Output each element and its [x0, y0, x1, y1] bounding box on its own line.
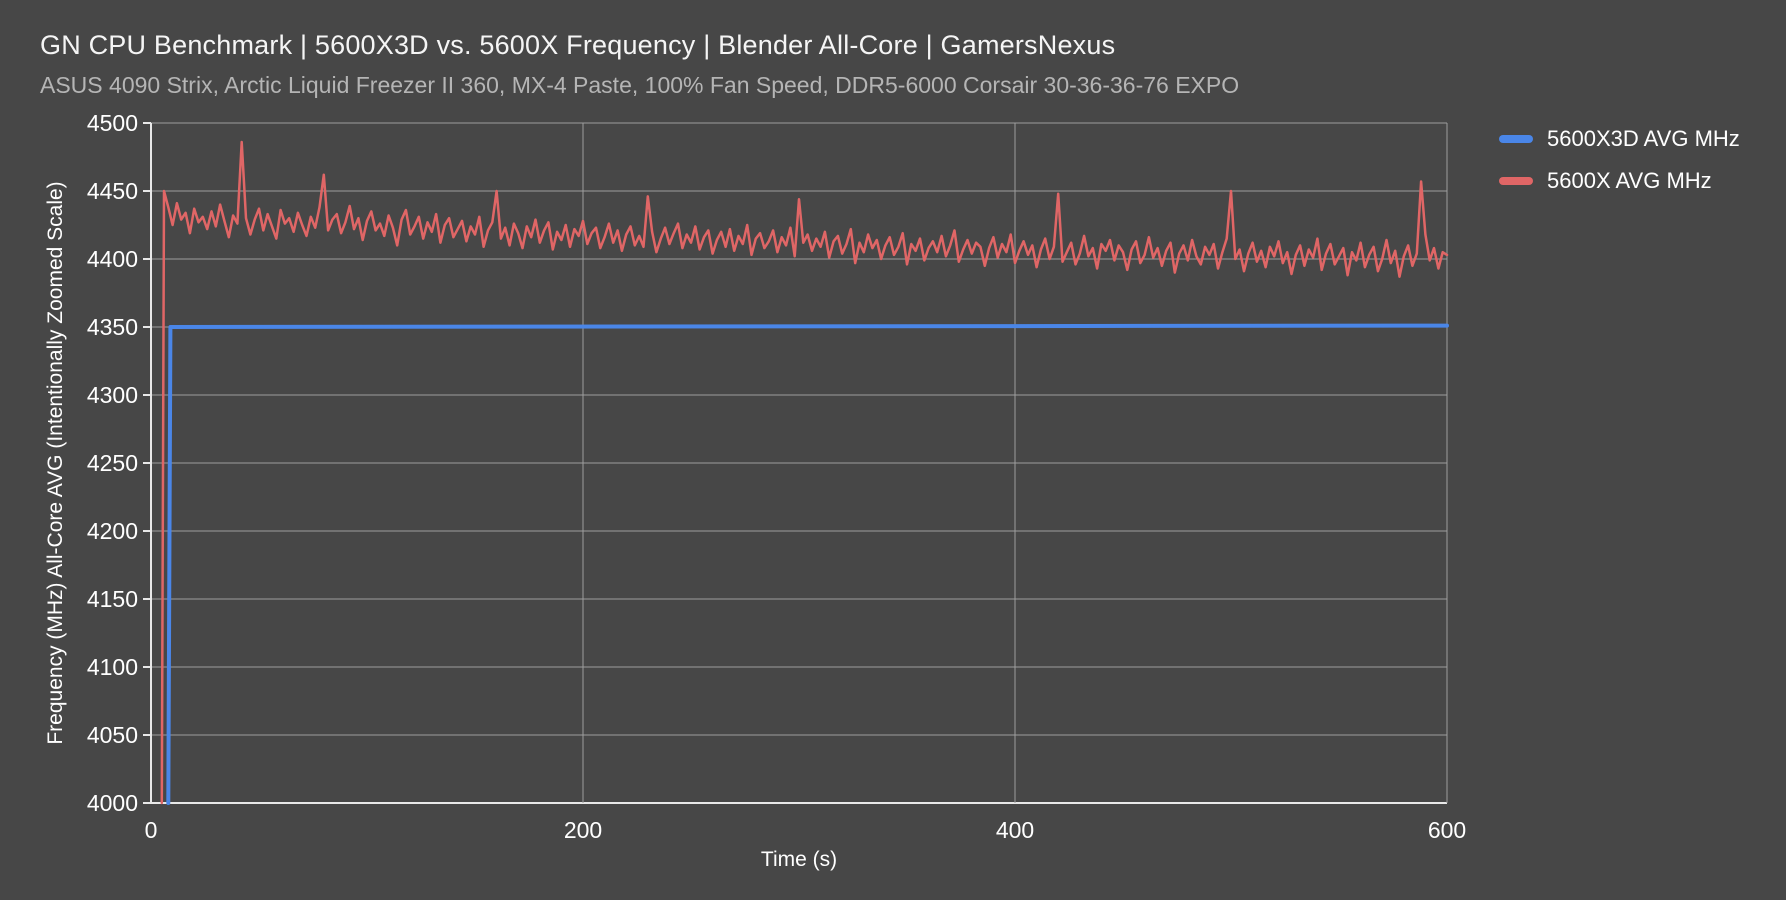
y-tick-label: 4350: [87, 314, 138, 340]
x-tick-label: 600: [1428, 817, 1466, 843]
x-tick-label: 400: [996, 817, 1034, 843]
y-tick-label: 4000: [87, 790, 138, 816]
y-tick-label: 4050: [87, 722, 138, 748]
x-axis-title: Time (s): [760, 848, 838, 871]
legend-label: 5600X AVG MHz: [1547, 168, 1712, 193]
legend: 5600X3D AVG MHz 5600X AVG MHz: [1499, 124, 1740, 208]
series-line-5600x3d-avg-mhz: [166, 323, 1449, 805]
y-tick-label: 4250: [87, 450, 138, 476]
y-tick-label: 4150: [87, 586, 138, 612]
legend-label: 5600X3D AVG MHz: [1547, 126, 1740, 151]
y-tick-label: 4100: [87, 654, 138, 680]
x-tick-label: 200: [564, 817, 602, 843]
legend-swatch: [1499, 135, 1533, 143]
y-tick-label: 4200: [87, 518, 138, 544]
chart-title: GN CPU Benchmark | 5600X3D vs. 5600X Fre…: [40, 30, 1116, 60]
y-tick-label: 4450: [87, 178, 138, 204]
y-tick-label: 4300: [87, 382, 138, 408]
legend-swatch: [1499, 177, 1533, 185]
series-line-5600x-avg-mhz: [160, 140, 1449, 805]
chart-subtitle: ASUS 4090 Strix, Arctic Liquid Freezer I…: [40, 72, 1240, 98]
legend-item-5600x3d: 5600X3D AVG MHz: [1499, 124, 1740, 154]
y-tick-label: 4400: [87, 246, 138, 272]
legend-item-5600x: 5600X AVG MHz: [1499, 166, 1740, 196]
y-tick-label: 4500: [87, 110, 138, 136]
y-axis-title: Frequency (MHz) All-Core AVG (Intentiona…: [44, 181, 67, 745]
x-tick-label: 0: [145, 817, 158, 843]
